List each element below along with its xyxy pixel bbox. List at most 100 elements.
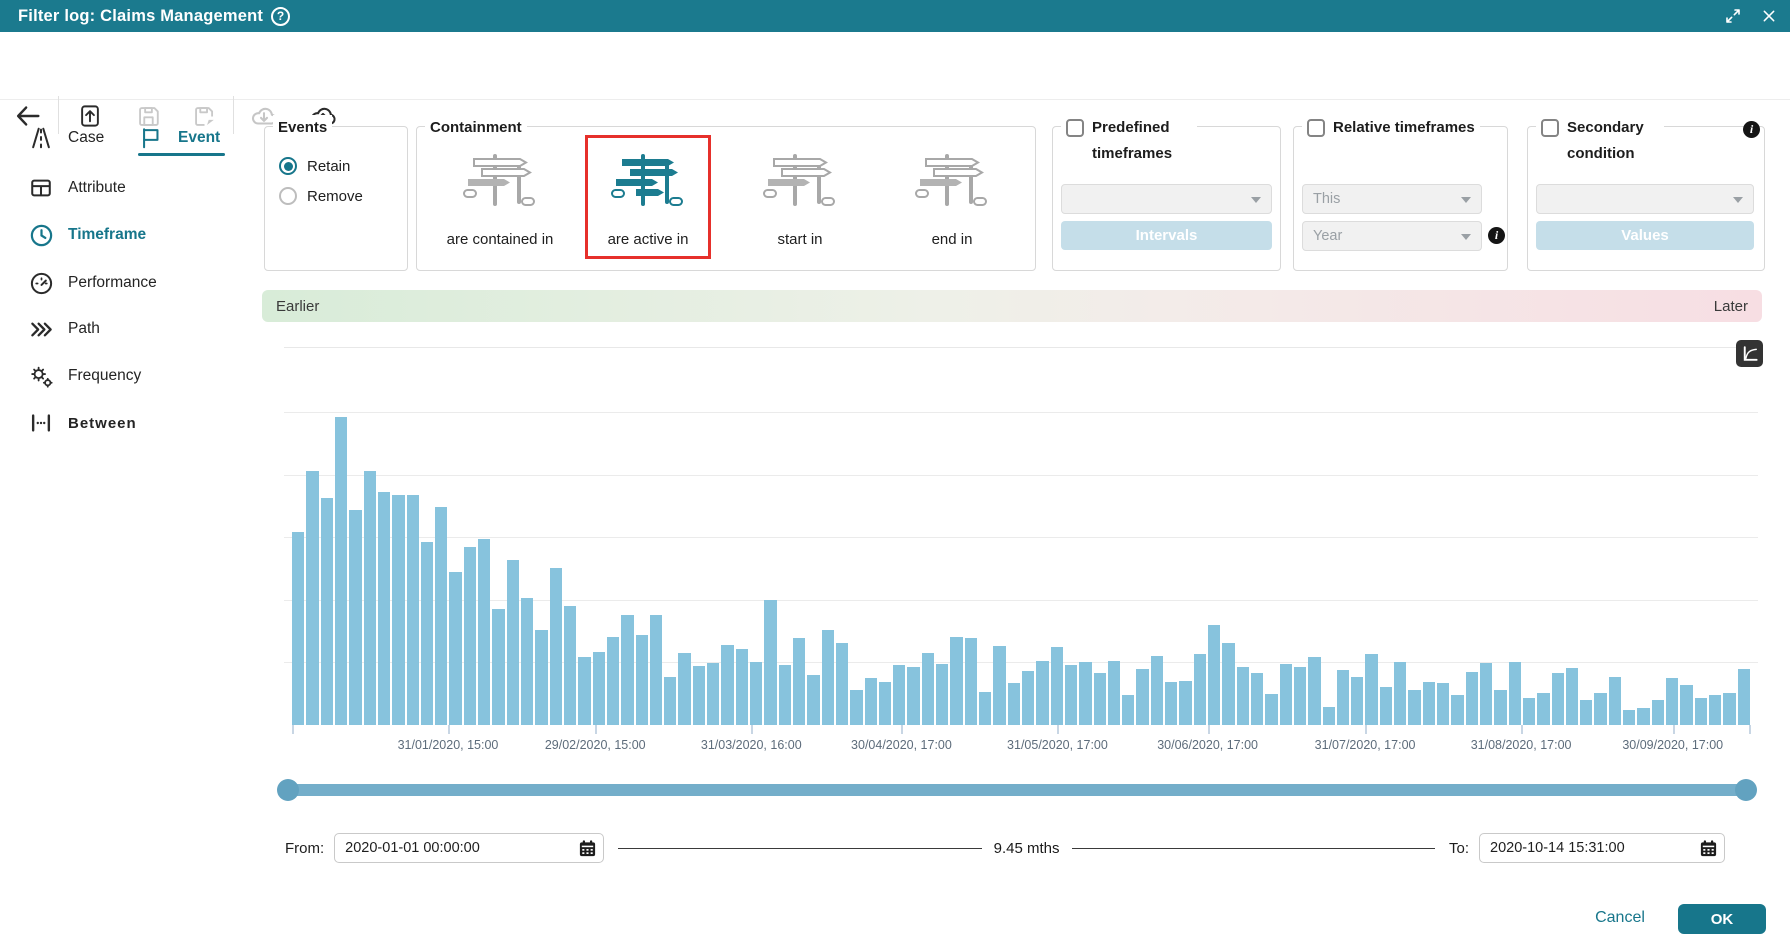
export-log-button[interactable] xyxy=(71,97,109,135)
info-icon[interactable]: i xyxy=(1743,121,1760,138)
histogram-bar xyxy=(1494,689,1507,725)
sidebar-item-frequency[interactable]: Frequency xyxy=(28,361,141,391)
histogram-bar xyxy=(1036,660,1049,725)
histogram-bar xyxy=(478,539,491,725)
containment-option-are-active-in[interactable]: are active in xyxy=(585,135,711,259)
save-button[interactable] xyxy=(129,97,167,135)
histogram-bar xyxy=(1064,664,1078,725)
histogram-bar xyxy=(1236,667,1249,725)
histogram-bar xyxy=(578,656,591,725)
histogram-bar xyxy=(850,689,863,725)
histogram-bar xyxy=(1723,693,1736,725)
calendar-icon[interactable] xyxy=(574,835,600,861)
signpost-icon xyxy=(763,154,835,206)
histogram-bar xyxy=(864,678,877,725)
values-button[interactable]: Values xyxy=(1536,221,1754,250)
histogram-bar xyxy=(463,547,477,725)
histogram-bar xyxy=(1451,694,1464,725)
histogram-bar xyxy=(1408,689,1421,725)
relative-year-dropdown[interactable]: Year xyxy=(1302,221,1482,251)
containment-option-end-in[interactable]: end in xyxy=(889,135,1015,259)
log-scale-toggle-icon[interactable] xyxy=(1736,340,1763,367)
intervals-button[interactable]: Intervals xyxy=(1061,221,1272,250)
histogram-bar xyxy=(1479,663,1493,725)
secondary-condition-checkbox[interactable] xyxy=(1541,119,1559,137)
histogram-bar xyxy=(1637,708,1650,725)
histogram-bar xyxy=(707,663,720,725)
x-axis-tick xyxy=(1672,725,1675,734)
histogram-bar xyxy=(907,666,920,725)
histogram-bar xyxy=(678,653,691,725)
slider-handle-end[interactable] xyxy=(1735,779,1757,801)
from-datetime-input[interactable] xyxy=(335,840,575,856)
relative-timeframes-panel: Relative timeframes This Year i xyxy=(1293,115,1508,271)
secondary-condition-dropdown[interactable] xyxy=(1536,184,1754,214)
events-panel: Events Retain Remove xyxy=(264,115,408,271)
histogram-bar xyxy=(606,637,620,725)
histogram-bar xyxy=(993,646,1006,725)
x-axis-label: 31/03/2020, 16:00 xyxy=(700,738,802,752)
cancel-button[interactable]: Cancel xyxy=(1595,909,1645,926)
histogram-bar xyxy=(592,652,605,725)
x-axis-label: 31/05/2020, 17:00 xyxy=(1007,738,1108,752)
calendar-icon[interactable] xyxy=(1695,835,1721,861)
time-range-slider-track[interactable] xyxy=(288,784,1746,796)
predefined-timeframes-dropdown[interactable] xyxy=(1061,184,1272,214)
tab-event[interactable]: Event xyxy=(138,123,220,153)
sidebar-item-label: Frequency xyxy=(68,367,142,384)
x-axis-label: 31/07/2020, 17:00 xyxy=(1314,738,1416,752)
histogram-bar xyxy=(320,497,333,725)
sidebar-item-attribute[interactable]: Attribute xyxy=(28,173,126,203)
gridline xyxy=(284,599,1758,601)
tab-case[interactable]: Case xyxy=(28,123,104,153)
histogram-bar xyxy=(306,471,319,725)
expand-icon[interactable] xyxy=(1724,7,1742,25)
to-datetime-input[interactable] xyxy=(1480,840,1695,856)
histogram-bar xyxy=(807,674,820,725)
histogram-bar xyxy=(621,614,634,725)
tab-case-label: Case xyxy=(68,129,105,146)
dialog-title: Filter log: Claims Management xyxy=(18,6,264,25)
back-button[interactable] xyxy=(9,97,47,135)
histogram-bar xyxy=(1107,661,1121,725)
x-axis-tick xyxy=(1521,725,1524,734)
histogram-bar xyxy=(435,506,448,725)
containment-option-are-contained-in[interactable]: are contained in xyxy=(437,135,563,259)
range-line-left xyxy=(618,847,982,849)
from-datetime-box xyxy=(334,833,605,863)
sidebar-item-path[interactable]: Path xyxy=(28,314,100,344)
sidebar-item-label: Path xyxy=(68,320,100,337)
histogram-bar xyxy=(1265,693,1278,725)
histogram-bar xyxy=(893,664,906,725)
histogram-bar xyxy=(1079,662,1092,725)
sidebar-item-timeframe[interactable]: Timeframe xyxy=(28,220,146,250)
slider-handle-start[interactable] xyxy=(277,779,299,801)
histogram-bar xyxy=(563,606,577,725)
histogram-bar xyxy=(835,643,849,725)
sidebar-item-between[interactable]: Between xyxy=(28,408,137,438)
histogram-bar xyxy=(363,471,376,725)
x-axis-tick xyxy=(1057,725,1060,734)
relative-timeframes-checkbox[interactable] xyxy=(1307,119,1325,137)
road-icon xyxy=(28,125,54,151)
info-icon[interactable]: i xyxy=(1488,227,1505,244)
histogram-bar xyxy=(979,692,992,725)
relative-this-dropdown[interactable]: This xyxy=(1302,184,1482,214)
remove-radio[interactable]: Remove xyxy=(279,187,363,205)
event-histogram: 31/01/2020, 15:00 29/02/2020, 15:00 31/03/… xyxy=(284,412,1758,752)
histogram-bar xyxy=(764,600,777,725)
predefined-timeframes-checkbox[interactable] xyxy=(1066,119,1084,137)
containment-option-start-in[interactable]: start in xyxy=(737,135,863,259)
ok-button[interactable]: OK xyxy=(1678,904,1766,934)
close-icon[interactable] xyxy=(1760,7,1778,25)
sidebar-item-performance[interactable]: Performance xyxy=(28,268,157,298)
save-as-button[interactable] xyxy=(185,97,223,135)
duration-label: 9.45 mths xyxy=(993,839,1060,857)
histogram-bar xyxy=(506,559,519,725)
histogram-bar xyxy=(1050,646,1063,725)
histogram-bar xyxy=(334,417,348,725)
retain-radio[interactable]: Retain xyxy=(279,157,350,175)
range-controls: From: 9.45 mths To: xyxy=(285,833,1725,863)
histogram-bar xyxy=(377,492,391,725)
help-icon[interactable]: ? xyxy=(271,6,291,26)
